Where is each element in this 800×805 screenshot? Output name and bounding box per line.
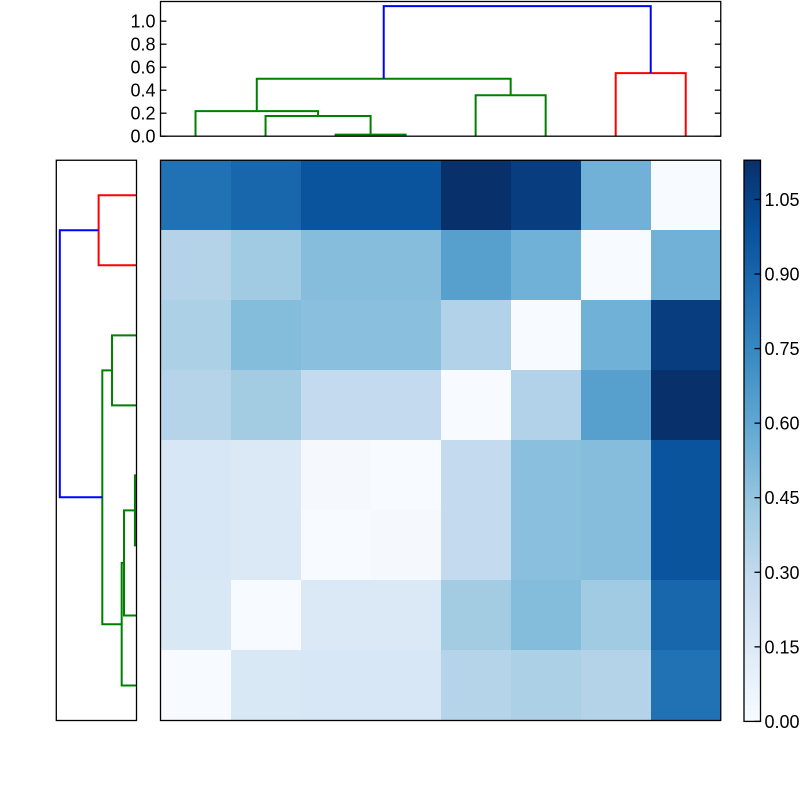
svg-text:0.75: 0.75 xyxy=(765,339,800,359)
svg-text:0.15: 0.15 xyxy=(765,637,800,657)
svg-text:0.30: 0.30 xyxy=(765,563,800,583)
svg-text:1.0: 1.0 xyxy=(130,12,155,32)
svg-text:0.00: 0.00 xyxy=(765,712,800,732)
svg-text:0.2: 0.2 xyxy=(130,104,155,124)
svg-text:0.90: 0.90 xyxy=(765,264,800,284)
svg-text:0.4: 0.4 xyxy=(130,81,155,101)
svg-text:1.05: 1.05 xyxy=(765,190,800,210)
svg-text:0.8: 0.8 xyxy=(130,35,155,55)
svg-text:0.0: 0.0 xyxy=(130,127,155,147)
svg-text:0.6: 0.6 xyxy=(130,58,155,78)
svg-text:0.45: 0.45 xyxy=(765,488,800,508)
svg-text:0.60: 0.60 xyxy=(765,414,800,434)
